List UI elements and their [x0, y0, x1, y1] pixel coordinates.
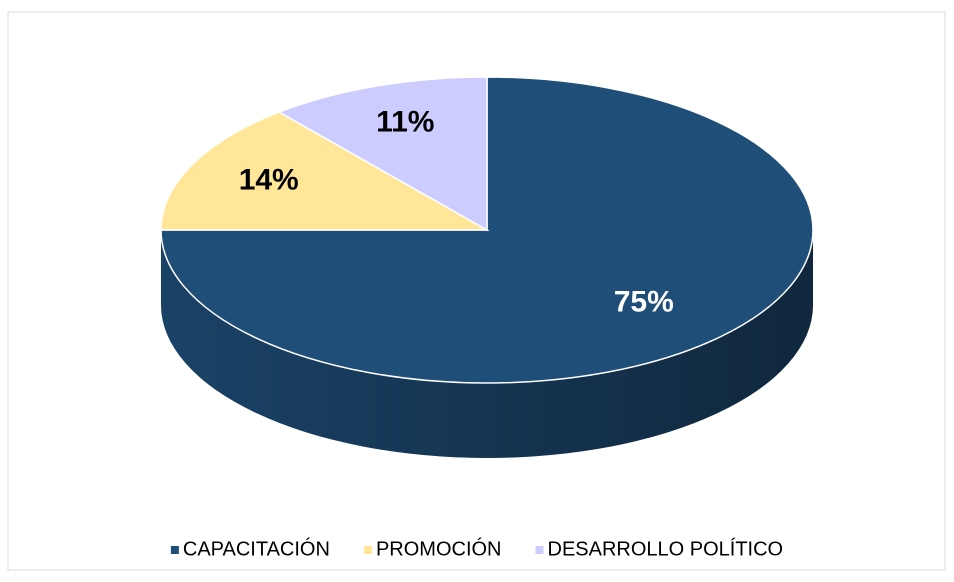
legend-label: DESARROLLO POLÍTICO — [548, 537, 784, 560]
slice — [160, 111, 490, 231]
slice-side-shade — [161, 230, 813, 458]
legend-swatch — [535, 546, 544, 554]
legend-label: CAPACITACIÓN — [183, 537, 330, 560]
legend-label: PROMOCIÓN — [376, 537, 502, 560]
slice — [277, 76, 488, 232]
data-label: 75% — [614, 285, 674, 318]
legend-swatch — [363, 546, 372, 554]
legend-swatch — [170, 546, 179, 554]
data-label: 14% — [239, 164, 299, 197]
data-label: 11% — [376, 105, 434, 138]
slice — [160, 76, 814, 384]
